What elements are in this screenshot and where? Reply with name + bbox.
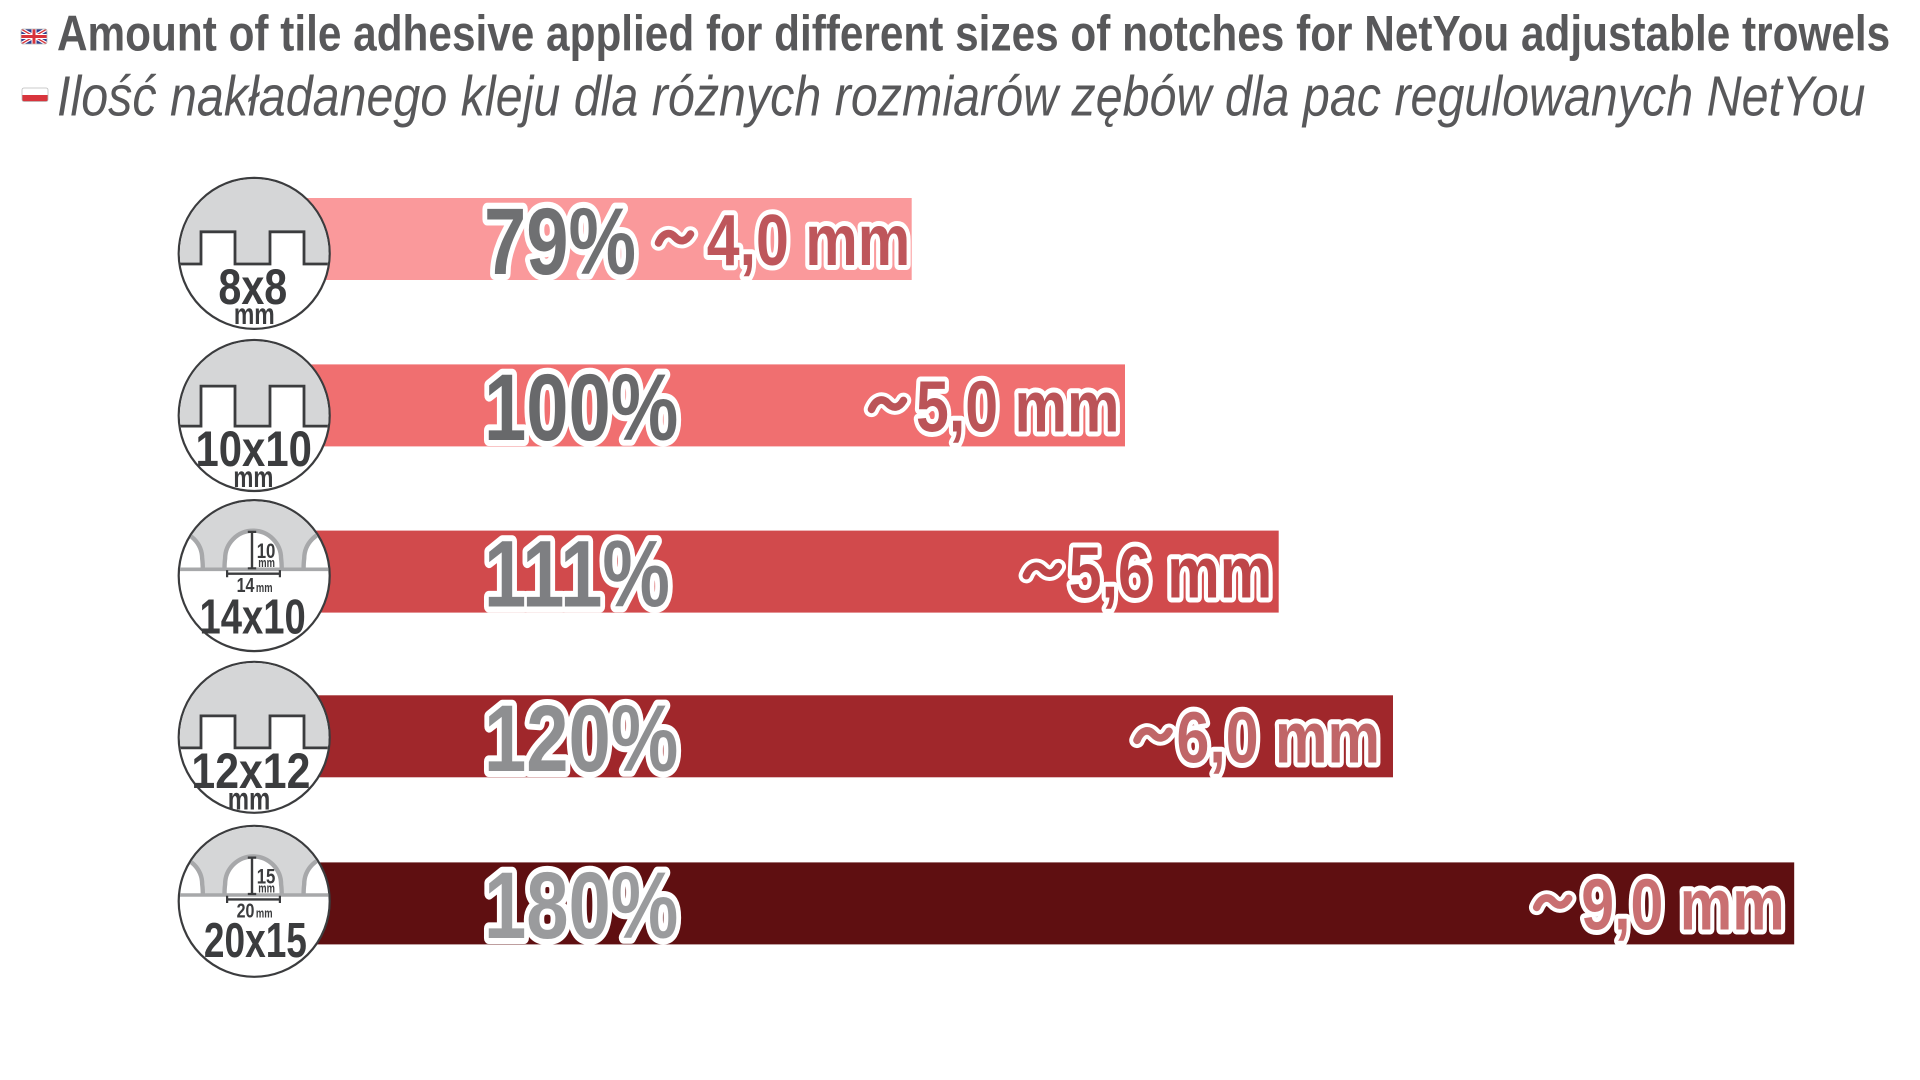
svg-text:9,0 mm: 9,0 mm — [1581, 864, 1784, 945]
svg-text:111%: 111% — [484, 521, 670, 627]
svg-text:Amount of tile adhesive applie: Amount of tile adhesive applied for diff… — [57, 5, 1890, 61]
svg-text:4,0 mm: 4,0 mm — [707, 199, 910, 280]
svg-text:15: 15 — [257, 866, 276, 889]
svg-text:6,0 mm: 6,0 mm — [1177, 697, 1380, 778]
svg-text:12x12: 12x12 — [191, 743, 310, 799]
svg-text:100%: 100% — [484, 355, 678, 461]
svg-text:mm: mm — [258, 882, 275, 896]
svg-text:Ilość nakładanego kleju dla ró: Ilość nakładanego kleju dla różnych rozm… — [57, 65, 1865, 129]
svg-text:5,6 mm: 5,6 mm — [1069, 532, 1272, 613]
svg-text:14: 14 — [237, 574, 255, 596]
svg-text:10: 10 — [257, 540, 276, 563]
svg-text:mm: mm — [256, 908, 273, 922]
svg-text:mm: mm — [234, 297, 275, 330]
svg-text:mm: mm — [258, 557, 275, 571]
svg-text:20x15: 20x15 — [204, 914, 307, 968]
svg-text:20: 20 — [237, 900, 255, 922]
svg-text:14x10: 14x10 — [199, 590, 305, 645]
svg-text:79%: 79% — [484, 189, 636, 295]
svg-text:5,0 mm: 5,0 mm — [916, 366, 1119, 447]
svg-text:mm: mm — [228, 782, 271, 817]
svg-text:10x10: 10x10 — [196, 421, 312, 477]
svg-text:120%: 120% — [484, 686, 678, 792]
svg-text:mm: mm — [256, 582, 273, 596]
svg-text:180%: 180% — [484, 853, 678, 959]
svg-text:8x8: 8x8 — [218, 259, 287, 315]
svg-text:mm: mm — [233, 460, 273, 494]
